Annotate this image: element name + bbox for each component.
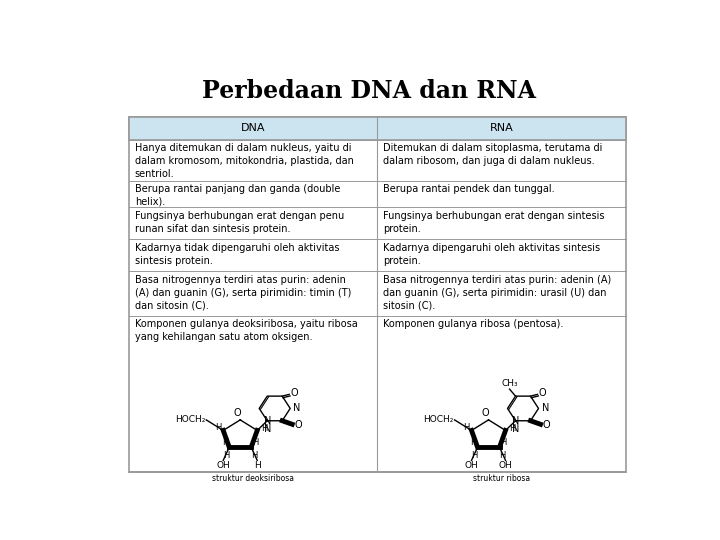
Text: Kadarnya dipengaruhi oleh aktivitas sintesis
protein.: Kadarnya dipengaruhi oleh aktivitas sint… <box>383 243 600 266</box>
Text: Hanya ditemukan di dalam nukleus, yaitu di
dalam kromosom, mitokondria, plastida: Hanya ditemukan di dalam nukleus, yaitu … <box>135 143 354 179</box>
Text: Komponen gulanya deoksiribosa, yaitu ribosa
yang kehilangan satu atom oksigen.: Komponen gulanya deoksiribosa, yaitu rib… <box>135 319 357 342</box>
Text: Perbedaan DNA dan RNA: Perbedaan DNA dan RNA <box>202 79 536 103</box>
Text: Berupa rantai pendek dan tunggal.: Berupa rantai pendek dan tunggal. <box>383 184 554 194</box>
Text: RNA: RNA <box>490 123 513 133</box>
Text: Berupa rantai panjang dan ganda (double
helix).: Berupa rantai panjang dan ganda (double … <box>135 184 340 207</box>
Text: Basa nitrogennya terdiri atas purin: adenin (A)
dan guanin (G), serta pirimidin:: Basa nitrogennya terdiri atas purin: ade… <box>383 275 611 310</box>
Text: Basa nitrogennya terdiri atas purin: adenin
(A) dan guanin (G), serta pirimidin:: Basa nitrogennya terdiri atas purin: ade… <box>135 275 351 310</box>
Bar <box>129 117 626 140</box>
Text: Kadarnya tidak dipengaruhi oleh aktivitas
sintesis protein.: Kadarnya tidak dipengaruhi oleh aktivita… <box>135 243 339 266</box>
Text: Komponen gulanya ribosa (pentosa).: Komponen gulanya ribosa (pentosa). <box>383 319 563 329</box>
Bar <box>129 117 626 140</box>
Text: DNA: DNA <box>241 123 266 133</box>
Text: Fungsinya berhubungan erat dengan sintesis
protein.: Fungsinya berhubungan erat dengan sintes… <box>383 211 605 234</box>
Text: Ditemukan di dalam sitoplasma, terutama di
dalam ribosom, dan juga di dalam nukl: Ditemukan di dalam sitoplasma, terutama … <box>383 143 603 166</box>
Text: Fungsinya berhubungan erat dengan penu
runan sifat dan sintesis protein.: Fungsinya berhubungan erat dengan penu r… <box>135 211 344 234</box>
